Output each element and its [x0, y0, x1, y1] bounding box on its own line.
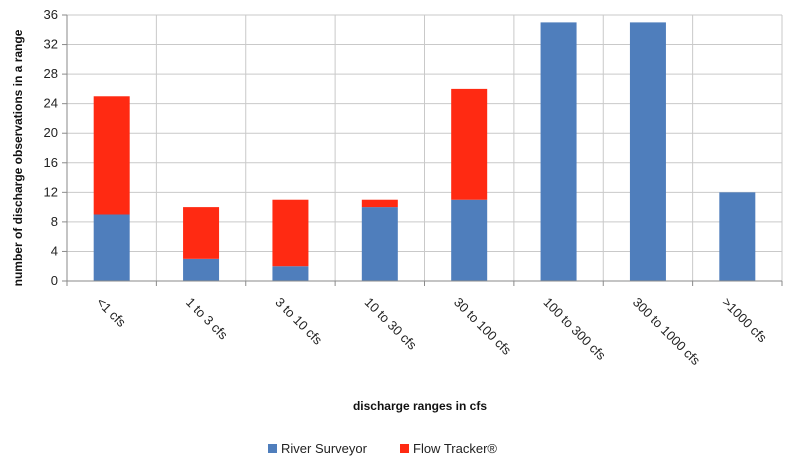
axes	[62, 14, 783, 286]
bar-flow-tracker	[361, 199, 398, 208]
bar-flow-tracker	[451, 88, 488, 200]
bar-group	[93, 22, 756, 282]
x-tick-label: 100 to 300 cfs	[540, 295, 609, 364]
bar-flow-tracker	[93, 96, 130, 215]
x-axis-title: discharge ranges in cfs	[353, 399, 487, 413]
x-tick-label: >1000 cfs	[719, 295, 770, 346]
legend-label: River Surveyor	[281, 441, 368, 456]
y-tick-label: 28	[44, 66, 58, 81]
x-tick-label: 10 to 30 cfs	[362, 295, 420, 353]
y-tick-label: 20	[44, 125, 58, 140]
y-tick-label: 36	[44, 7, 58, 22]
bar-river-surveyor	[361, 207, 398, 281]
y-tick-label: 4	[51, 243, 58, 258]
bar-river-surveyor	[629, 22, 666, 282]
y-tick-label: 8	[51, 214, 58, 229]
legend: River Surveyor Flow Tracker®	[268, 441, 497, 456]
legend-label: Flow Tracker®	[413, 441, 497, 456]
bar-river-surveyor	[540, 22, 577, 282]
y-tick-labels: 0 4 8 12 16 20 24 28 32 36	[44, 7, 58, 288]
y-tick-label: 24	[44, 96, 58, 111]
x-tick-label: 30 to 100 cfs	[451, 295, 515, 359]
x-tick-labels: <1 cfs 1 to 3 cfs 3 to 10 cfs 10 to 30 cfs 3…	[94, 295, 771, 369]
bar-flow-tracker	[183, 207, 220, 259]
grid-lines	[67, 14, 783, 281]
x-tick-label: 3 to 10 cfs	[272, 295, 325, 348]
y-tick-label: 0	[51, 273, 58, 288]
x-tick-label: 1 to 3 cfs	[183, 295, 231, 343]
y-tick-label: 16	[44, 155, 58, 170]
y-tick-label: 32	[44, 37, 58, 52]
bar-river-surveyor	[451, 199, 488, 281]
legend-swatch	[268, 444, 277, 453]
legend-item-river-surveyor: River Surveyor	[268, 441, 368, 456]
bar-river-surveyor	[719, 192, 756, 281]
x-tick-label: <1 cfs	[94, 295, 130, 331]
y-tick-label: 12	[44, 184, 58, 199]
bar-river-surveyor	[183, 258, 220, 281]
bar-river-surveyor	[272, 266, 309, 281]
x-tick-label: 300 to 1000 cfs	[630, 295, 704, 369]
bar-flow-tracker	[272, 199, 309, 267]
bar-river-surveyor	[93, 214, 130, 281]
legend-swatch	[400, 444, 409, 453]
y-axis-title: number of discharge observations in a ra…	[11, 29, 25, 286]
legend-item-flow-tracker: Flow Tracker®	[400, 441, 497, 456]
